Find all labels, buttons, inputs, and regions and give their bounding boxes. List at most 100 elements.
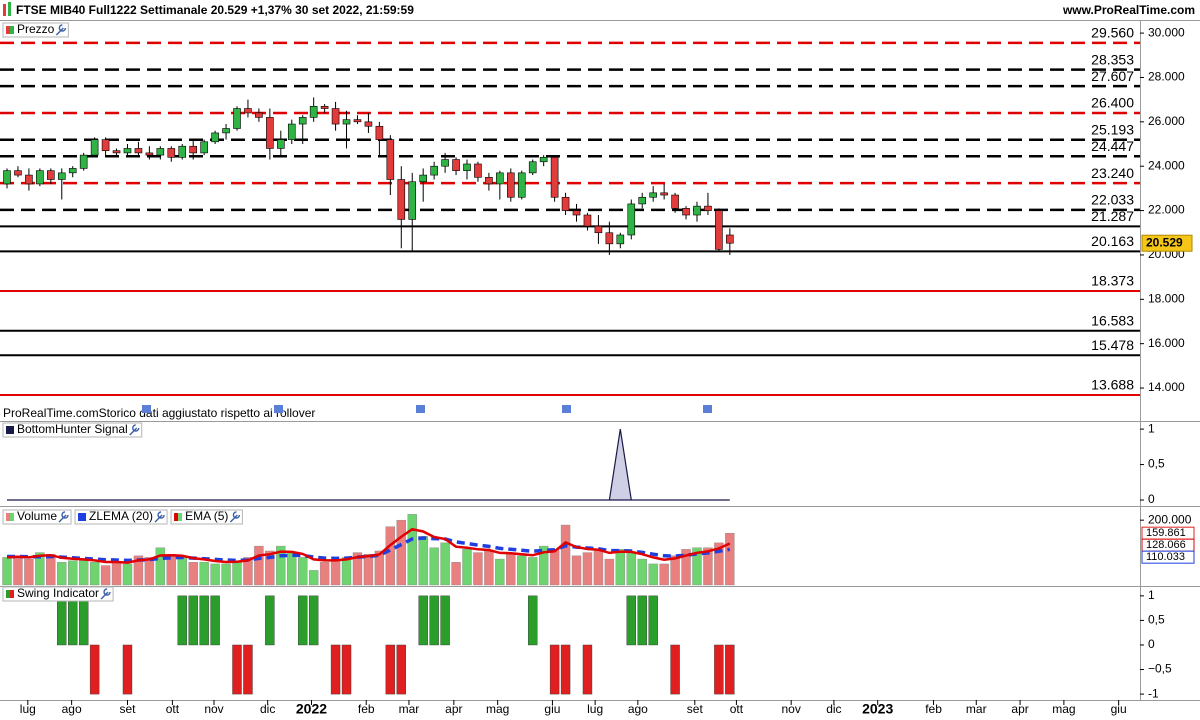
y-tick-label: 22.000: [1148, 203, 1185, 217]
swing-bar: [57, 595, 67, 646]
volume-bar: [385, 526, 396, 586]
candle-body: [25, 174, 33, 185]
level-label: 24.447: [1091, 138, 1134, 154]
rollover-marker[interactable]: [416, 405, 425, 413]
legend-swatch: [10, 590, 14, 598]
volume-bar: [692, 547, 702, 586]
volume-bar: [648, 563, 658, 586]
settings-icon[interactable]: [58, 511, 69, 523]
rollover-marker[interactable]: [562, 405, 571, 413]
volume-bar: [615, 549, 626, 586]
candle-body: [167, 148, 176, 158]
volume-bar: [626, 552, 636, 586]
volume-bar: [506, 554, 516, 586]
x-tick-label: ott: [730, 702, 744, 716]
legend-label: BottomHunter Signal: [17, 422, 128, 436]
volume-bar: [429, 547, 439, 586]
volume-bar: [13, 555, 23, 586]
settings-icon[interactable]: [55, 24, 67, 36]
swing-bar: [714, 644, 724, 695]
x-tick-label: nov: [781, 702, 800, 716]
candle-body: [57, 172, 66, 180]
rollover-marker[interactable]: [274, 405, 283, 413]
level-label: 28.353: [1091, 51, 1134, 67]
y-tick-label: 0: [1148, 637, 1155, 651]
last-value-box: [1141, 550, 1195, 564]
settings-icon[interactable]: [229, 511, 241, 523]
last-value-label: 128.066: [1146, 539, 1186, 551]
candle-body: [375, 125, 384, 140]
legend-swatch: [6, 590, 10, 598]
candle-body: [616, 234, 625, 245]
level-label: 23.240: [1091, 165, 1134, 181]
settings-icon[interactable]: [154, 511, 165, 523]
candle-body: [496, 172, 504, 185]
x-tick-label: feb: [358, 702, 375, 716]
candle-body: [386, 139, 395, 180]
volume-bar: [418, 536, 428, 586]
volume-bar: [582, 552, 593, 586]
swing-bar: [330, 644, 341, 695]
volume-bar: [352, 552, 363, 586]
legend-box: [2, 422, 143, 438]
level-label: 22.033: [1091, 192, 1134, 208]
x-tick-label: nov: [204, 702, 223, 716]
volume-bar: [473, 552, 483, 586]
x-tick-label: mag: [1052, 702, 1075, 716]
last-value-label: 110.033: [1146, 551, 1185, 563]
candle-body: [550, 157, 559, 198]
swing-bar: [670, 644, 680, 695]
swing-bar: [626, 595, 636, 646]
volume-bar: [243, 557, 253, 586]
settings-icon[interactable]: [100, 588, 111, 600]
volume-bar: [341, 557, 352, 586]
candle-body: [364, 121, 373, 127]
candle-body: [145, 152, 154, 156]
volume-bar: [308, 570, 319, 586]
candle-body: [528, 161, 537, 174]
settings-icon[interactable]: [129, 424, 140, 436]
volume-bar: [462, 549, 472, 586]
candle-body: [112, 150, 121, 154]
level-label: 20.163: [1091, 233, 1134, 249]
volume-bar: [528, 557, 538, 586]
level-label: 18.373: [1091, 273, 1134, 289]
candle-body: [320, 106, 329, 109]
header-site[interactable]: www.ProRealTime.com: [1062, 3, 1195, 17]
legend-box: [2, 22, 69, 38]
volume-bar: [144, 557, 155, 586]
legend-box: [2, 586, 114, 602]
swing-bar: [429, 595, 439, 646]
volume-bar: [199, 562, 209, 586]
volume-bar: [188, 562, 198, 586]
volume-bar: [560, 524, 571, 586]
volume-bar: [396, 519, 406, 586]
candle-body: [90, 139, 99, 156]
volume-bar: [517, 555, 527, 586]
y-tick-label: -1: [1148, 686, 1159, 700]
candle-body: [430, 165, 438, 176]
candle-body: [671, 194, 679, 209]
swing-bar: [440, 595, 450, 646]
volume-bar: [57, 562, 67, 586]
y-tick-label: 18.000: [1148, 291, 1185, 305]
candle-body: [507, 172, 515, 198]
swing-bar: [265, 595, 275, 646]
volume-bar: [155, 547, 166, 586]
legend-swatch: [178, 513, 183, 521]
candle-body: [693, 205, 701, 216]
swing-bar: [210, 595, 220, 646]
candle-body: [156, 148, 165, 156]
rollover-marker[interactable]: [142, 405, 151, 413]
legend-label: EMA (5): [185, 509, 228, 523]
candle-body: [474, 163, 482, 178]
y-tick-label: 1: [1148, 588, 1155, 602]
candle-body: [463, 163, 471, 171]
volume-bar: [440, 542, 450, 586]
candle-body: [211, 132, 219, 143]
candle-body: [189, 145, 197, 154]
swing-bar: [122, 644, 133, 695]
candle-body: [3, 170, 11, 185]
candle-body: [309, 106, 318, 118]
rollover-marker[interactable]: [703, 405, 712, 413]
